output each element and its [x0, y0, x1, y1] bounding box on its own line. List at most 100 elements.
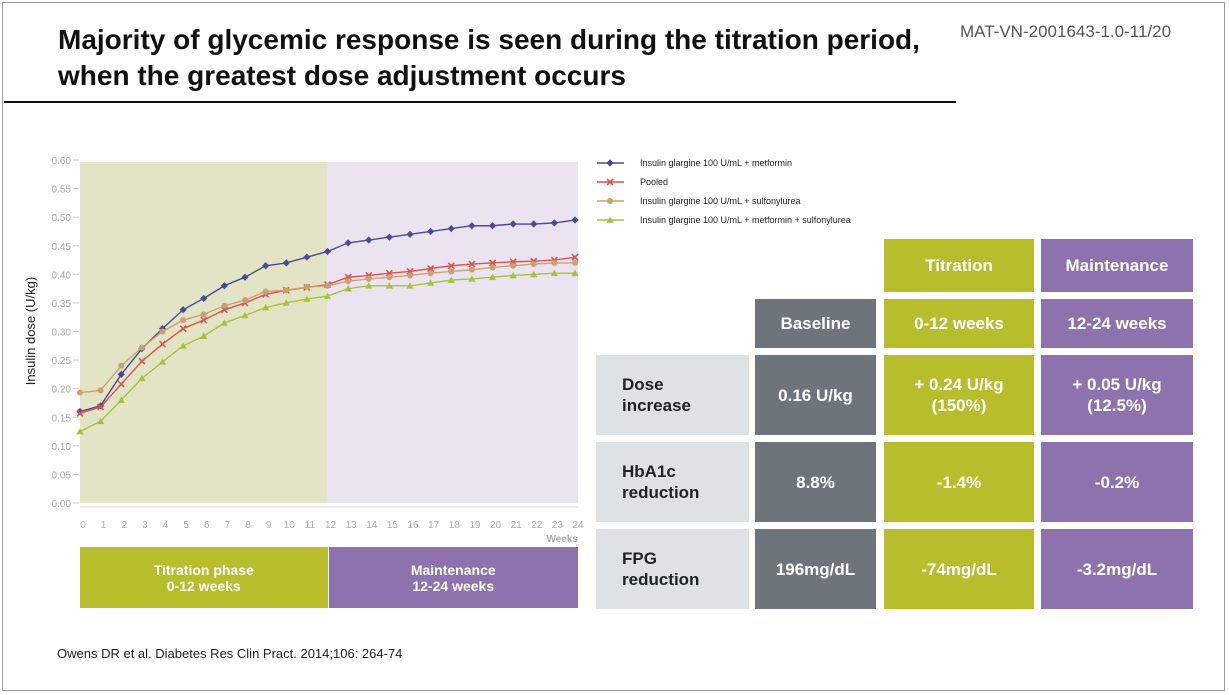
data-point-s0	[262, 262, 270, 270]
data-point-s2	[386, 274, 393, 281]
data-point-s2	[551, 259, 558, 266]
data-point-s3	[530, 270, 538, 278]
y-axis-label: Insulin dose (U/kg)	[23, 277, 38, 385]
data-point-s3	[344, 285, 352, 292]
data-point-s0	[447, 225, 455, 233]
y-tick-label: 0.55	[52, 185, 72, 196]
data-point-s3	[158, 358, 167, 365]
data-point-s1	[468, 260, 476, 268]
x-axis-label: Weeks	[546, 534, 578, 545]
cell-hba1c-maintenance: -0.2%	[1041, 442, 1193, 522]
x-tick-label: 12	[325, 520, 337, 531]
data-point-s2	[262, 288, 269, 295]
data-point-s3	[179, 342, 187, 349]
data-point-s2	[530, 261, 537, 268]
y-tick-label: 0.30	[52, 328, 72, 339]
data-point-s2	[159, 328, 166, 335]
y-tick-label: 0.45	[52, 242, 72, 253]
cell-dose-maintenance: + 0.05 U/kg (12.5%)	[1041, 355, 1193, 435]
data-point-s3	[303, 295, 311, 302]
y-tick-label: 0.05	[52, 470, 72, 481]
data-point-s0	[365, 236, 373, 244]
data-point-s0	[488, 222, 497, 230]
chart-legend: Insulin glargine 100 U/mL + metformin Poo…	[597, 158, 851, 225]
data-point-s2	[407, 272, 413, 279]
data-point-s3	[488, 273, 497, 281]
y-tick-label: 0.10	[52, 442, 72, 453]
data-point-s3	[323, 292, 332, 299]
data-point-s1	[179, 325, 187, 333]
data-point-s3	[76, 427, 84, 435]
data-point-s2	[97, 387, 104, 394]
document-code: MAT-VN-2001643-1.0-11/20	[960, 22, 1172, 41]
data-point-s3	[447, 276, 455, 283]
data-point-s1	[76, 409, 84, 417]
x-tick-label: 11	[305, 520, 316, 531]
chart-axes: 0.00 0.05 0.10 0.15 0.20 0.25 0.30 0.35 0.40 0.45…	[23, 156, 584, 545]
data-point-s2	[200, 311, 207, 318]
legend-marker-0	[606, 159, 614, 167]
data-point-s3	[97, 417, 105, 425]
data-point-s0	[468, 222, 476, 230]
data-point-s2	[448, 268, 455, 275]
data-point-s1	[447, 262, 455, 270]
x-tick-label: 21	[511, 520, 523, 531]
y-tick-label: 0.25	[52, 356, 72, 367]
data-point-s0	[427, 227, 435, 236]
x-tick-label: 18	[449, 520, 461, 531]
data-point-s3	[406, 282, 414, 289]
data-point-s3	[117, 396, 125, 403]
data-point-s3	[220, 319, 228, 326]
data-point-s0	[303, 253, 311, 261]
maintenance-group-header: Maintenance	[1041, 239, 1193, 292]
data-point-s0	[571, 216, 579, 224]
cell-dose-titration: + 0.24 U/kg (150%)	[884, 355, 1034, 435]
x-tick-label: 6	[204, 520, 210, 531]
titration-phase-label: Titration phase 0-12 weeks	[80, 547, 328, 608]
y-tick-label: 0.40	[52, 270, 72, 281]
legend-marker-1	[606, 178, 614, 186]
data-point-s2	[427, 270, 434, 277]
data-point-s1	[138, 357, 146, 365]
data-point-s1	[571, 253, 579, 261]
x-tick-label: 5	[183, 520, 189, 531]
data-point-s3	[365, 282, 373, 289]
data-point-s2	[468, 266, 475, 273]
x-tick-label: 4	[163, 520, 169, 531]
data-point-s3	[282, 299, 290, 306]
y-tick-label: 0.50	[52, 213, 72, 224]
data-point-s1	[117, 380, 125, 388]
x-tick-label: 17	[428, 520, 440, 531]
x-tick-label: 23	[552, 520, 564, 531]
data-point-s0	[200, 294, 208, 302]
title-underline	[4, 101, 956, 103]
data-point-s0	[530, 220, 538, 228]
data-point-s0	[282, 259, 290, 267]
x-tick-label: 2	[121, 520, 127, 531]
data-point-s2	[138, 344, 145, 351]
data-point-s1	[488, 259, 497, 267]
cell-fpg-baseline: 196mg/dL	[755, 529, 876, 609]
data-point-s1	[97, 403, 105, 411]
x-tick-label: 9	[266, 520, 272, 531]
slide-title: Majority of glycemic response is seen du…	[58, 24, 920, 91]
row-label-fpg: FPG reduction	[596, 529, 749, 609]
data-point-s3	[138, 374, 146, 382]
x-tick-label: 20	[490, 520, 502, 531]
series-layer	[76, 216, 579, 435]
data-point-s2	[242, 297, 248, 304]
data-point-s2	[489, 264, 496, 271]
cell-dose-baseline: 0.16 U/kg	[755, 355, 876, 435]
data-point-s1	[427, 265, 435, 273]
maintenance-col-header: 12-24 weeks	[1041, 299, 1193, 348]
data-point-s3	[571, 269, 579, 277]
x-tick-label: 16	[407, 520, 419, 531]
data-point-s2	[77, 389, 83, 396]
data-point-s2	[572, 259, 578, 266]
x-tick-label: 14	[366, 520, 378, 531]
data-point-s3	[427, 279, 435, 286]
x-tick-label: 1	[101, 520, 107, 531]
x-tick-label: 0	[80, 520, 86, 531]
